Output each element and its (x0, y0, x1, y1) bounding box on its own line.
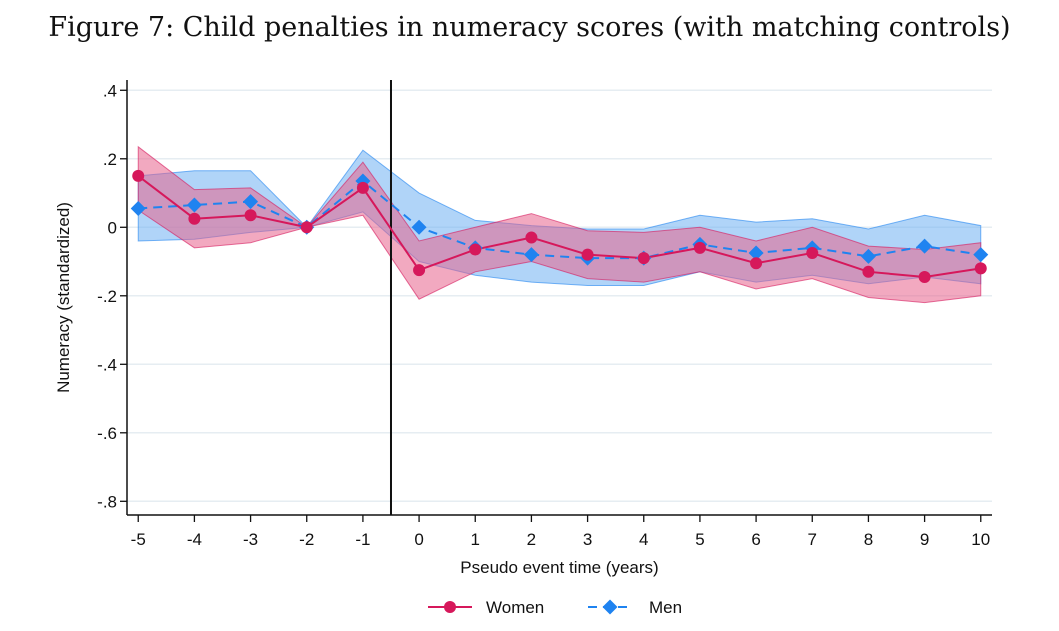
data-point-men (973, 247, 989, 263)
data-point-women (469, 243, 482, 256)
x-tick-label: -1 (355, 530, 370, 549)
data-point-women (300, 221, 313, 234)
data-point-women (581, 248, 594, 261)
data-point-women (244, 209, 257, 222)
legend: Women Men (428, 598, 682, 617)
legend-swatch-marker (602, 599, 618, 615)
data-point-men (411, 219, 427, 235)
data-point-men (130, 200, 146, 216)
legend-swatch-marker (444, 601, 456, 613)
axes (120, 80, 992, 522)
data-point-women (862, 265, 875, 278)
x-tick-label: 6 (751, 530, 760, 549)
x-tick-label: 4 (639, 530, 648, 549)
y-tick-label: -.6 (97, 424, 117, 443)
series-lines (137, 175, 981, 278)
series-line-women (137, 175, 981, 278)
y-tick-label: 0 (108, 218, 117, 237)
x-tick-label: -2 (299, 530, 314, 549)
confidence-bands (137, 145, 982, 304)
legend-item-women: Women (428, 598, 544, 617)
x-tick-label: 2 (527, 530, 536, 549)
data-point-men (748, 245, 764, 261)
data-point-women (974, 262, 987, 275)
x-tick-label: -5 (131, 530, 146, 549)
data-point-women (413, 264, 426, 277)
y-tick-label: .4 (103, 81, 117, 100)
data-point-women (806, 246, 819, 259)
data-point-women (356, 181, 369, 194)
axis-labels: .4 .2 0 -.2 -.4 -.6 -.8 -5 -4 -3 -2 -1 0 1 2 3 4 5 6 7 8 9 10 P… (54, 81, 990, 577)
x-tick-label: 9 (920, 530, 929, 549)
y-tick-label: .2 (103, 150, 117, 169)
data-point-women (693, 241, 706, 254)
y-axis-title: Numeracy (standardized) (54, 202, 73, 393)
ci-band-women (137, 145, 982, 304)
data-point-women (750, 257, 763, 270)
data-point-men (186, 197, 202, 213)
x-tick-label: 3 (583, 530, 592, 549)
data-point-women (132, 169, 145, 182)
data-point-women (918, 270, 931, 283)
series-line-men (138, 179, 981, 260)
x-axis-title: Pseudo event time (years) (460, 558, 658, 577)
x-tick-label: 10 (971, 530, 990, 549)
data-point-men (523, 247, 539, 263)
legend-label: Men (649, 598, 682, 617)
x-tick-label: 5 (695, 530, 704, 549)
data-point-men (243, 194, 259, 210)
y-tick-label: -.2 (97, 287, 117, 306)
x-tick-label: 7 (808, 530, 817, 549)
series-markers (130, 169, 989, 283)
x-tick-label: 8 (864, 530, 873, 549)
data-point-men (917, 238, 933, 254)
x-tick-label: -3 (243, 530, 258, 549)
x-tick-label: -4 (187, 530, 202, 549)
y-tick-label: -.4 (97, 355, 117, 374)
legend-item-men: Men (588, 598, 682, 617)
x-tick-label: 0 (414, 530, 423, 549)
data-point-women (525, 231, 538, 244)
data-point-women (188, 212, 201, 225)
figure-title: Figure 7: Child penalties in numeracy sc… (48, 12, 1011, 43)
data-point-men (860, 248, 876, 264)
data-point-women (637, 252, 650, 265)
y-tick-label: -.8 (97, 492, 117, 511)
legend-label: Women (486, 598, 544, 617)
x-tick-label: 1 (471, 530, 480, 549)
